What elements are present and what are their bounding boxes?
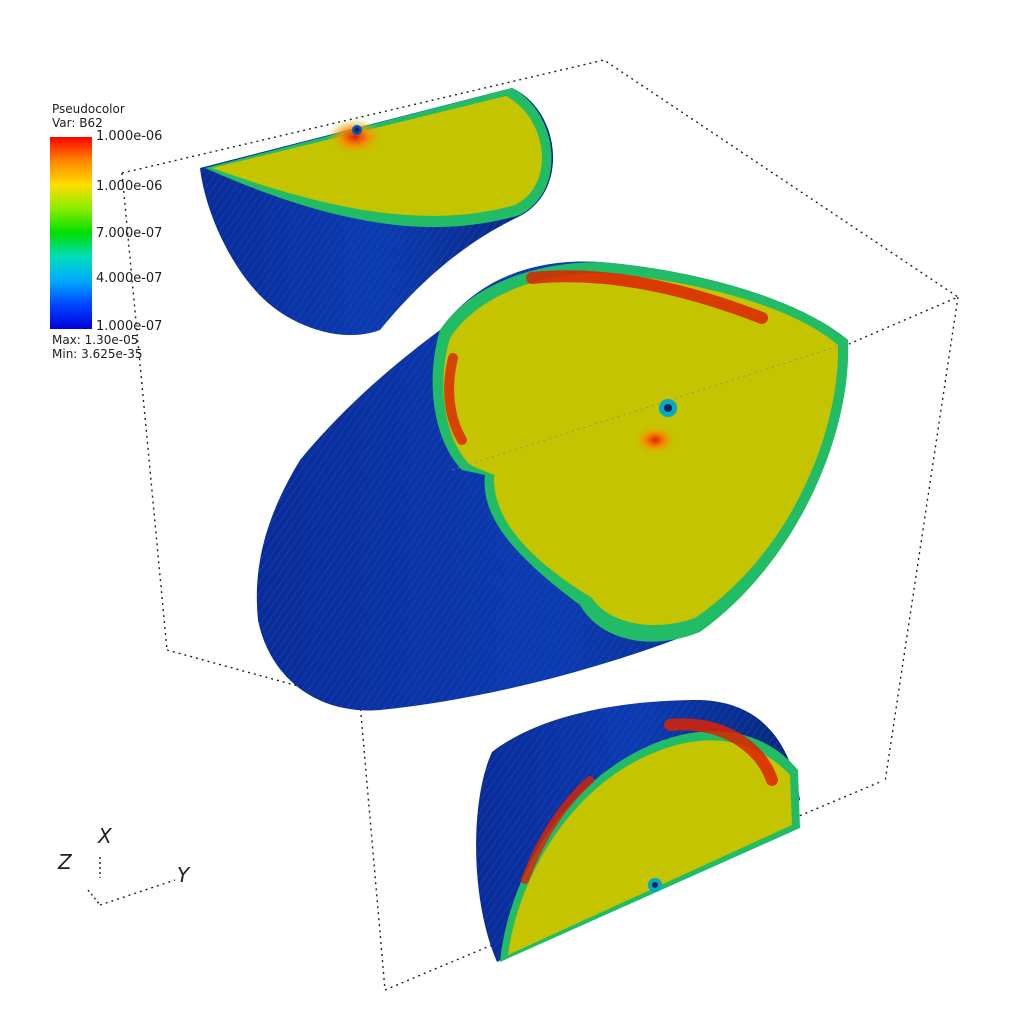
- legend-min: Min: 3.625e-35: [52, 347, 143, 361]
- legend-max: Max: 1.30e-05: [52, 333, 139, 347]
- axis-triad: [87, 857, 176, 906]
- axis-label-y: Y: [177, 863, 190, 887]
- legend-tick: 1.000e-06: [96, 179, 163, 194]
- legend-tick: 4.000e-07: [96, 271, 163, 286]
- legend-title: Pseudocolor: [52, 102, 125, 116]
- legend-tick: 1.000e-06: [96, 129, 163, 144]
- color-bar: [50, 137, 92, 329]
- lower-slice: [476, 700, 800, 962]
- axis-label-z: Z: [58, 850, 72, 874]
- middle-slice: [256, 261, 849, 711]
- axis-label-x: X: [98, 824, 112, 848]
- legend-tick: 7.000e-07: [96, 226, 163, 241]
- legend-tick: 1.000e-07: [96, 319, 163, 334]
- upper-slice: [200, 88, 554, 336]
- legend-variable: Var: B62: [52, 116, 103, 130]
